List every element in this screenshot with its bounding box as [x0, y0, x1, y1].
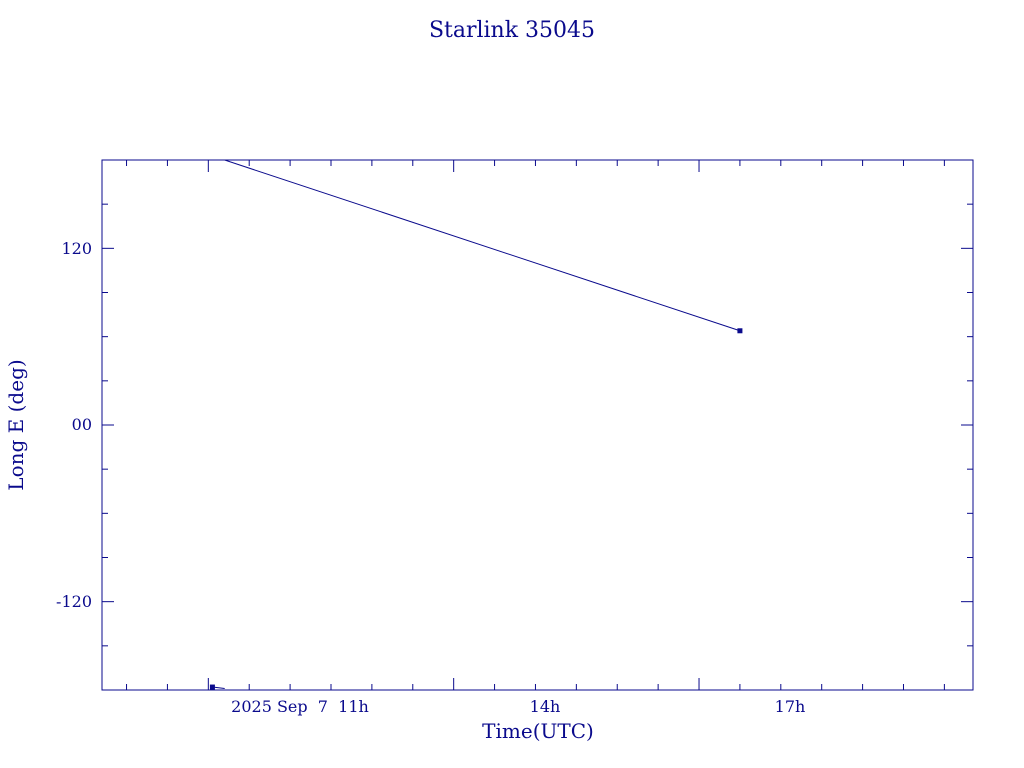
- y-tick-label: -120: [56, 592, 92, 611]
- series-layer: [209, 160, 743, 690]
- data-point-marker: [737, 328, 743, 334]
- axis-ticks: [102, 160, 973, 690]
- data-point-marker: [209, 684, 215, 690]
- y-tick-label: 00: [72, 415, 92, 434]
- x-tick-label: 2025 Sep 7 11h: [231, 697, 369, 716]
- y-axis-label: Long E (deg): [4, 359, 28, 490]
- x-tick-label: 17h: [775, 697, 806, 716]
- plot-frame: [101, 159, 974, 691]
- x-tick-label: 14h: [530, 697, 561, 716]
- series-line: [224, 160, 741, 332]
- y-tick-label: 120: [61, 239, 92, 258]
- x-axis-label: Time(UTC): [482, 719, 594, 743]
- chart-title: Starlink 35045: [429, 18, 595, 43]
